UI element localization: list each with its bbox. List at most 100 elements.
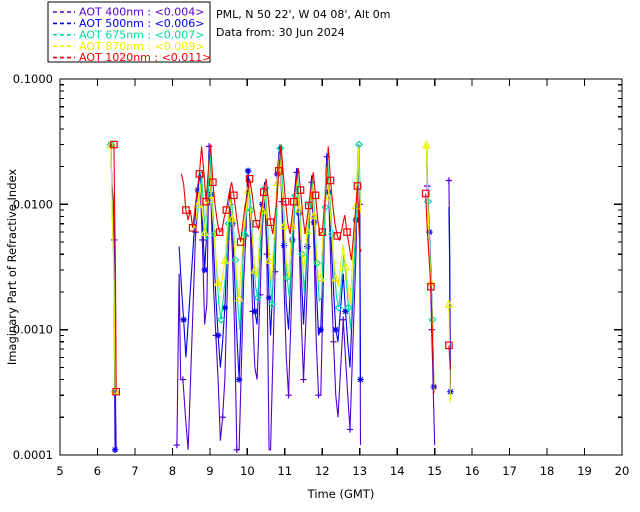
marker-square: [311, 191, 320, 200]
legend-label-0[interactable]: AOT 400nm : <0.004>: [79, 6, 205, 19]
marker-square: [202, 197, 210, 206]
marker-asterisk: [357, 376, 364, 383]
series-polyline: [425, 193, 435, 394]
marker-diamond: [224, 219, 233, 228]
marker-plus: [300, 376, 307, 383]
x-tick-label: 15: [427, 464, 442, 478]
marker-plus: [219, 414, 226, 421]
marker-plus: [346, 426, 354, 433]
legend-label-2[interactable]: AOT 675nm : <0.007>: [79, 28, 205, 41]
x-tick-label: 5: [56, 464, 63, 478]
marker-square: [110, 140, 118, 149]
x-tick-label: 13: [352, 464, 367, 478]
x-tick-label: 7: [131, 464, 138, 478]
series-polyline: [110, 144, 116, 391]
station-info-text: PML, N 50 22', W 04 08', Alt 0m: [216, 8, 390, 21]
plot-data-layer: [106, 139, 454, 454]
marker-diamond: [247, 206, 256, 215]
marker-asterisk: [111, 446, 119, 454]
marker-diamond: [217, 315, 226, 324]
marker-diamond: [344, 303, 353, 312]
x-tick-label: 10: [240, 464, 255, 478]
marker-asterisk: [180, 316, 187, 323]
marker-square: [445, 341, 453, 350]
plot-legend[interactable]: AOT 400nm : <0.004>AOT 500nm : <0.006>AO…: [47, 1, 212, 64]
marker-square: [353, 182, 362, 190]
marker-square: [245, 174, 254, 183]
y-tick-label: 0.0010: [13, 323, 53, 337]
marker-square: [281, 197, 290, 206]
marker-plus: [285, 392, 292, 399]
marker-triangle: [316, 273, 325, 282]
marker-square: [260, 188, 268, 196]
marker-asterisk: [235, 376, 243, 383]
plot-labels: 5 6 7 8 9 10 11 12 13 14 15 16 17 18 19 20 0.0001 0.0010 0…: [5, 8, 629, 501]
marker-square: [188, 223, 197, 232]
marker-triangle: [234, 293, 244, 302]
marker-triangle: [228, 213, 237, 222]
plot-frame-box: [59, 78, 623, 456]
x-tick-label: 20: [615, 464, 630, 478]
marker-plus: [330, 338, 337, 346]
marker-square: [304, 201, 313, 210]
marker-asterisk: [194, 186, 202, 194]
marker-square: [230, 191, 238, 200]
x-tick-label: 6: [94, 464, 101, 478]
marker-asterisk: [317, 326, 324, 333]
marker-triangle: [213, 277, 223, 286]
marker-square: [182, 206, 190, 214]
marker-triangle: [250, 265, 259, 274]
marker-triangle: [258, 205, 267, 214]
series-aot-870nm: [106, 139, 454, 403]
series-aot-400nm: [107, 141, 453, 454]
marker-plus: [179, 376, 187, 383]
marker-square: [343, 228, 351, 236]
x-tick-label: 12: [315, 464, 330, 478]
x-tick-label: 14: [390, 464, 405, 478]
series-polyline: [113, 144, 117, 392]
marker-square: [222, 206, 231, 214]
y-tick-label: 0.0100: [13, 197, 53, 211]
marker-triangle: [279, 220, 289, 230]
marker-asterisk: [244, 167, 252, 175]
x-tick-label: 17: [502, 464, 517, 478]
marker-diamond: [253, 293, 262, 302]
y-tick-label: 0.1000: [13, 72, 53, 86]
marker-asterisk: [280, 242, 288, 249]
marker-square: [215, 228, 224, 236]
x-axis-title: Time (GMT): [307, 487, 375, 501]
legend-label-1[interactable]: AOT 500nm : <0.006>: [79, 17, 205, 30]
marker-asterisk: [251, 308, 259, 315]
marker-triangle: [200, 227, 209, 236]
marker-plus: [111, 236, 118, 244]
marker-square: [209, 178, 217, 187]
marker-triangle: [294, 204, 304, 213]
x-tick-label: 9: [206, 464, 213, 478]
marker-triangle: [331, 273, 340, 282]
marker-asterisk: [214, 332, 222, 339]
series-polyline: [448, 207, 451, 392]
marker-triangle: [193, 199, 203, 209]
marker-triangle: [324, 192, 334, 201]
marker-diamond: [321, 203, 330, 212]
marker-asterisk: [221, 304, 229, 311]
legend-label-4[interactable]: AOT 1020nm : <0.011>: [79, 51, 212, 64]
series-polyline: [448, 345, 451, 370]
x-tick-label: 11: [277, 464, 292, 478]
marker-triangle: [422, 139, 431, 149]
marker-square: [333, 232, 342, 240]
marker-diamond: [268, 300, 277, 309]
series-aot-1020nm: [110, 140, 453, 396]
marker-triangle: [341, 261, 350, 271]
marker-diamond: [334, 303, 343, 312]
series-polyline: [192, 146, 362, 305]
marker-plus: [340, 316, 347, 323]
marker-square: [289, 197, 298, 206]
legend-label-3[interactable]: AOT 870nm : <0.009>: [79, 40, 205, 53]
marker-square: [318, 228, 327, 236]
marker-asterisk: [342, 308, 349, 315]
data-date-text: Data from: 30 Jun 2024: [216, 26, 345, 39]
marker-triangle: [264, 255, 274, 264]
marker-square: [195, 170, 204, 178]
x-tick-label: 18: [540, 464, 555, 478]
